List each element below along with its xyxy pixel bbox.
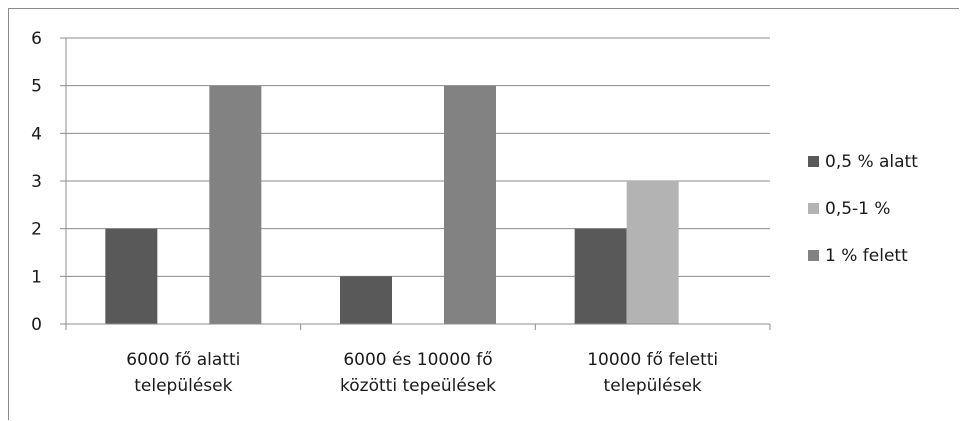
y-tick-label: 2	[31, 220, 42, 240]
bar	[444, 85, 496, 325]
y-tick-label: 3	[31, 172, 42, 192]
legend-item: 1 % felett	[808, 244, 918, 267]
y-tick-label: 4	[31, 124, 42, 144]
x-category-label: települések	[134, 376, 232, 396]
x-axis-category-labels: 6000 fő alatti települések 6000 és 10000 f…	[126, 350, 718, 396]
bar	[209, 85, 262, 325]
axes	[60, 37, 771, 330]
legend-item: 0,5 % alatt	[808, 150, 918, 173]
legend-swatch	[808, 250, 819, 261]
legend-swatch	[808, 203, 819, 214]
y-tick-label: 1	[31, 267, 42, 287]
bars	[105, 85, 679, 325]
y-tick-label: 0	[31, 315, 42, 335]
x-category-label: közötti tepeülések	[340, 376, 496, 396]
legend-swatch	[808, 156, 819, 167]
x-category-label: 6000 és 10000 fő	[343, 350, 492, 370]
legend: 0,5 % alatt 0,5-1 % 1 % felett	[808, 150, 918, 291]
bar	[105, 228, 158, 324]
y-tick-label: 6	[31, 29, 42, 49]
x-category-label: 6000 fő alatti	[126, 350, 240, 370]
bar	[340, 276, 392, 324]
legend-item: 0,5-1 %	[808, 197, 918, 220]
legend-label: 1 % felett	[825, 245, 908, 266]
bar	[574, 228, 627, 324]
bar	[626, 181, 679, 324]
x-category-label: 10000 fő feletti	[587, 350, 718, 370]
y-tick-label: 5	[31, 77, 42, 97]
legend-label: 0,5-1 %	[825, 198, 891, 219]
legend-label: 0,5 % alatt	[825, 151, 918, 172]
y-axis-tick-labels: 0 1 2 3 4 5 6	[31, 29, 42, 335]
x-category-label: települések	[604, 376, 702, 396]
